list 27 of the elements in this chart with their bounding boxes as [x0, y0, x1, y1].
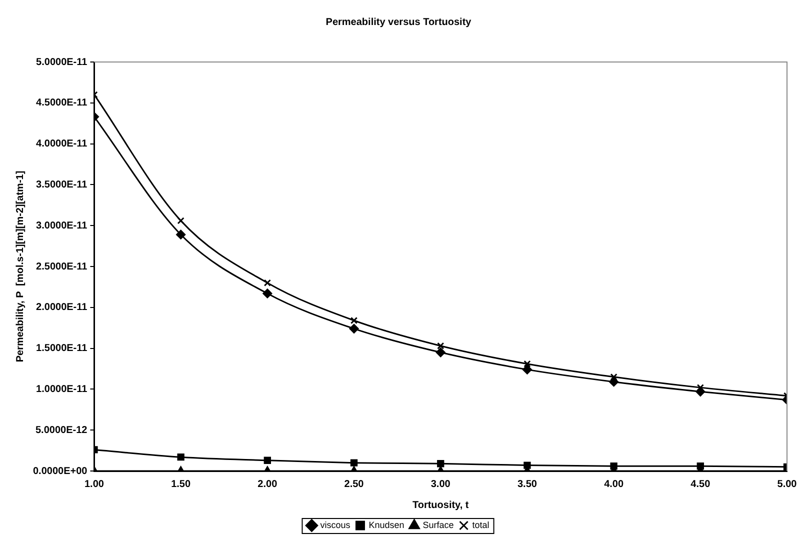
legend-label: Surface — [422, 520, 454, 530]
y-tick-label: 3.5000E-11 — [36, 179, 88, 190]
legend-label: viscous — [320, 520, 351, 530]
x-tick-label: 3.00 — [430, 478, 451, 490]
chart-title: Permeability versus Tortuosity — [326, 16, 472, 28]
y-tick-label: 2.5000E-11 — [36, 261, 88, 272]
x-tick-label: 2.50 — [344, 478, 364, 490]
x-tick-label: 4.00 — [604, 478, 624, 490]
y-axis-title: Permeability, P [mol.s-1][m][m-2][atm-1] — [14, 170, 26, 362]
y-tick-label: 1.0000E-11 — [36, 384, 88, 395]
y-tick-label: 4.5000E-11 — [36, 98, 88, 109]
y-tick-label: 5.0000E-11 — [36, 56, 88, 68]
y-tick-label: 1.5000E-11 — [36, 343, 88, 354]
legend-label: Knudsen — [368, 520, 404, 530]
legend-label: total — [472, 520, 490, 530]
y-tick-label: 3.0000E-11 — [36, 220, 88, 232]
x-tick-label: 3.50 — [517, 478, 538, 490]
y-tick-label: 5.0000E-12 — [36, 424, 88, 436]
x-tick-label: 1.00 — [84, 478, 104, 490]
y-tick-label: 4.0000E-11 — [36, 138, 88, 150]
x-tick-label: 2.00 — [258, 478, 278, 490]
y-tick-label: 2.0000E-11 — [36, 302, 88, 314]
x-tick-label: 4.50 — [690, 478, 711, 490]
y-tick-label: 0.0000E+00 — [33, 466, 88, 477]
x-tick-label: 5.00 — [777, 478, 798, 490]
x-tick-label: 1.50 — [171, 478, 191, 490]
x-axis-title: Tortuosity, t — [412, 500, 470, 511]
